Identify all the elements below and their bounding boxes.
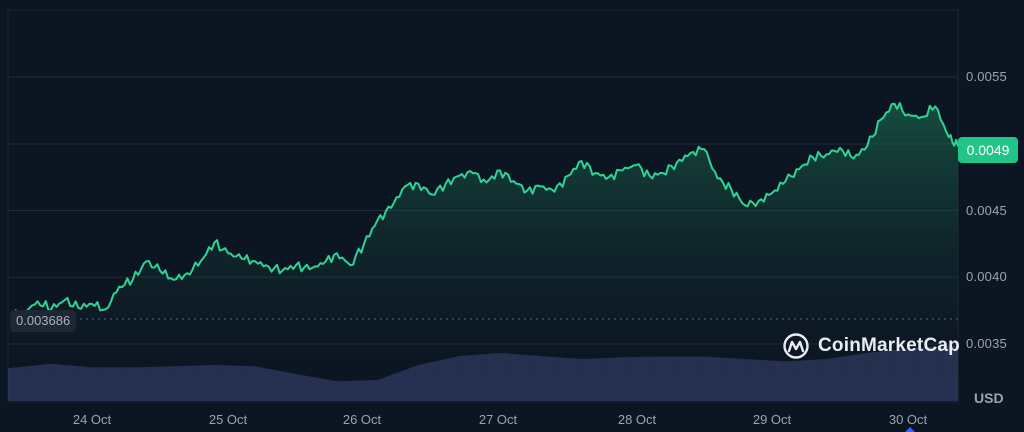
x-axis-label: 30 Oct <box>888 412 928 427</box>
currency-label: USD <box>974 390 1004 406</box>
x-axis-label: 29 Oct <box>752 412 792 427</box>
x-axis-label: 27 Oct <box>478 412 518 427</box>
coinmarketcap-watermark: CoinMarketCap <box>782 332 960 360</box>
event-marker-icon[interactable] <box>905 427 915 432</box>
y-axis-label: 0.0040 <box>966 269 1007 284</box>
y-axis-label: 0.0055 <box>966 69 1007 84</box>
x-axis-label: 26 Oct <box>342 412 382 427</box>
baseline-price-tag: 0.003686 <box>10 310 77 332</box>
x-axis-label: 28 Oct <box>617 412 657 427</box>
price-area-fill <box>10 103 958 402</box>
price-line <box>10 102 959 320</box>
y-axis-label: 0.0035 <box>966 336 1007 351</box>
y-axis-label: 0.0045 <box>966 203 1007 218</box>
watermark-brand: CoinMarketCap <box>818 335 960 356</box>
x-axis-label: 25 Oct <box>208 412 248 427</box>
coinmarketcap-logo-icon <box>783 333 809 359</box>
x-axis-label: 24 Oct <box>72 412 112 427</box>
current-price-tag: 0.0049 <box>958 137 1018 163</box>
